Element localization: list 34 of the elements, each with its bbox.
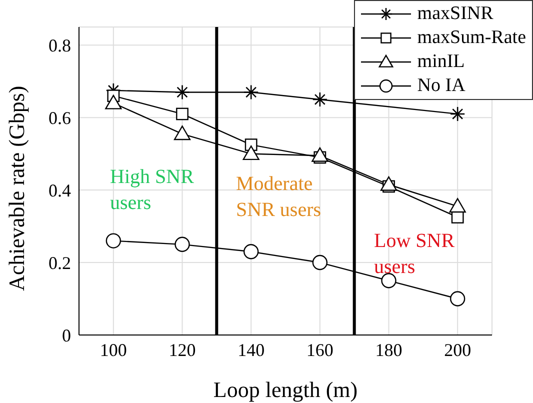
point [174,126,191,140]
x-tick-label: 200 [444,340,472,360]
point [242,146,260,160]
annotation: Low SNR users [374,229,456,280]
point [449,198,466,213]
y-tick-label: 0 [62,325,71,346]
point [450,291,466,306]
point [451,211,464,224]
x-tick-label: 140 [238,340,265,360]
annotation: High SNR users [110,165,195,216]
x-tick-label: 160 [306,340,334,360]
annotation: Moderate SNR users [236,172,322,223]
legend-label: minIL [417,51,465,72]
point [174,236,190,252]
x-tick-label: 180 [375,340,402,360]
point [176,108,188,120]
legend-label: maxSum-Rate [417,27,526,48]
point [106,233,122,248]
legend-label: maxSINR [417,3,494,24]
point [312,254,328,270]
x-tick-label: 100 [100,340,127,360]
y-tick-label: 0.6 [48,108,71,128]
x-tick-label: 120 [168,340,196,360]
y-tick-label: 0.2 [48,252,71,273]
point [105,94,122,110]
point [380,176,398,191]
point [312,147,328,162]
point [243,244,259,260]
y-tick-label: 0.4 [48,180,71,200]
point [381,273,396,288]
y-axis-title: Achievable rate (Gbps) [4,86,29,291]
legend-label: No IA [417,75,466,96]
y-tick-label: 0.8 [48,36,71,56]
x-axis-title: Loop length (m) [213,377,358,402]
